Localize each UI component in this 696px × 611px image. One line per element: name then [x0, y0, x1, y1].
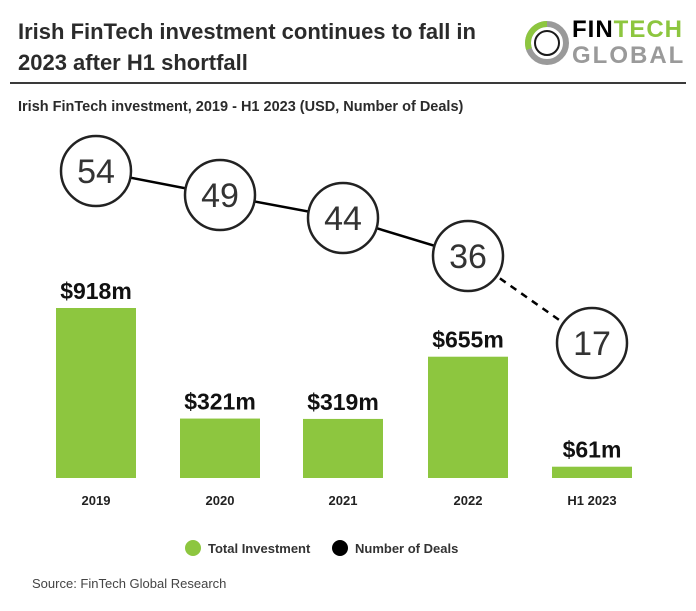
bar-2020	[180, 418, 260, 478]
title-line-1: Irish FinTech investment continues to fa…	[18, 19, 476, 44]
deals-value-label: 54	[77, 153, 115, 191]
source-note: Source: FinTech Global Research	[32, 576, 227, 591]
logo-fin: FIN	[572, 16, 614, 43]
logo-tech: TECH	[613, 16, 684, 43]
legend-label-total-investment: Total Investment	[208, 541, 311, 556]
header-divider	[10, 82, 686, 84]
deals-value-label: 49	[201, 177, 239, 215]
deals-value-label: 44	[324, 200, 362, 238]
fintech-global-logo: FINTECH GLOBAL	[520, 14, 683, 70]
x-tick-label: 2021	[329, 493, 358, 508]
title-line-2: 2023 after H1 shortfall	[18, 50, 248, 75]
bar-value-label: $319m	[307, 389, 379, 415]
bar-value-label: $655m	[432, 327, 504, 353]
deals-marker	[306, 181, 380, 255]
x-tick-label: 2020	[206, 493, 235, 508]
bar-value-label: $321m	[184, 389, 256, 415]
x-tick-label: 2022	[454, 493, 483, 508]
bar-value-label: $918m	[60, 278, 132, 304]
deals-marker	[431, 219, 505, 293]
bar-2022	[428, 356, 508, 478]
bar-h1-2023	[552, 466, 632, 478]
legend-swatch-total-investment	[185, 540, 201, 556]
deals-marker	[555, 306, 629, 380]
logo-wordmark-top: FINTECH	[572, 16, 683, 44]
x-tick-label: H1 2023	[567, 493, 616, 508]
x-tick-label: 2019	[82, 493, 111, 508]
legend-swatch-number-of-deals	[332, 540, 348, 556]
deals-value-label: 17	[573, 325, 611, 363]
bar-value-label: $61m	[563, 437, 622, 463]
bar-2021	[303, 418, 383, 478]
deals-marker	[59, 134, 133, 208]
logo-ring-icon	[525, 21, 569, 65]
legend-label-number-of-deals: Number of Deals	[355, 541, 458, 556]
deals-marker	[183, 158, 257, 232]
bar-2019	[56, 308, 136, 478]
logo-global: GLOBAL	[572, 42, 686, 69]
chart-subtitle: Irish FinTech investment, 2019 - H1 2023…	[18, 99, 464, 115]
chart-title: Irish FinTech investment continues to fa…	[18, 16, 488, 78]
deals-value-label: 36	[449, 238, 487, 276]
